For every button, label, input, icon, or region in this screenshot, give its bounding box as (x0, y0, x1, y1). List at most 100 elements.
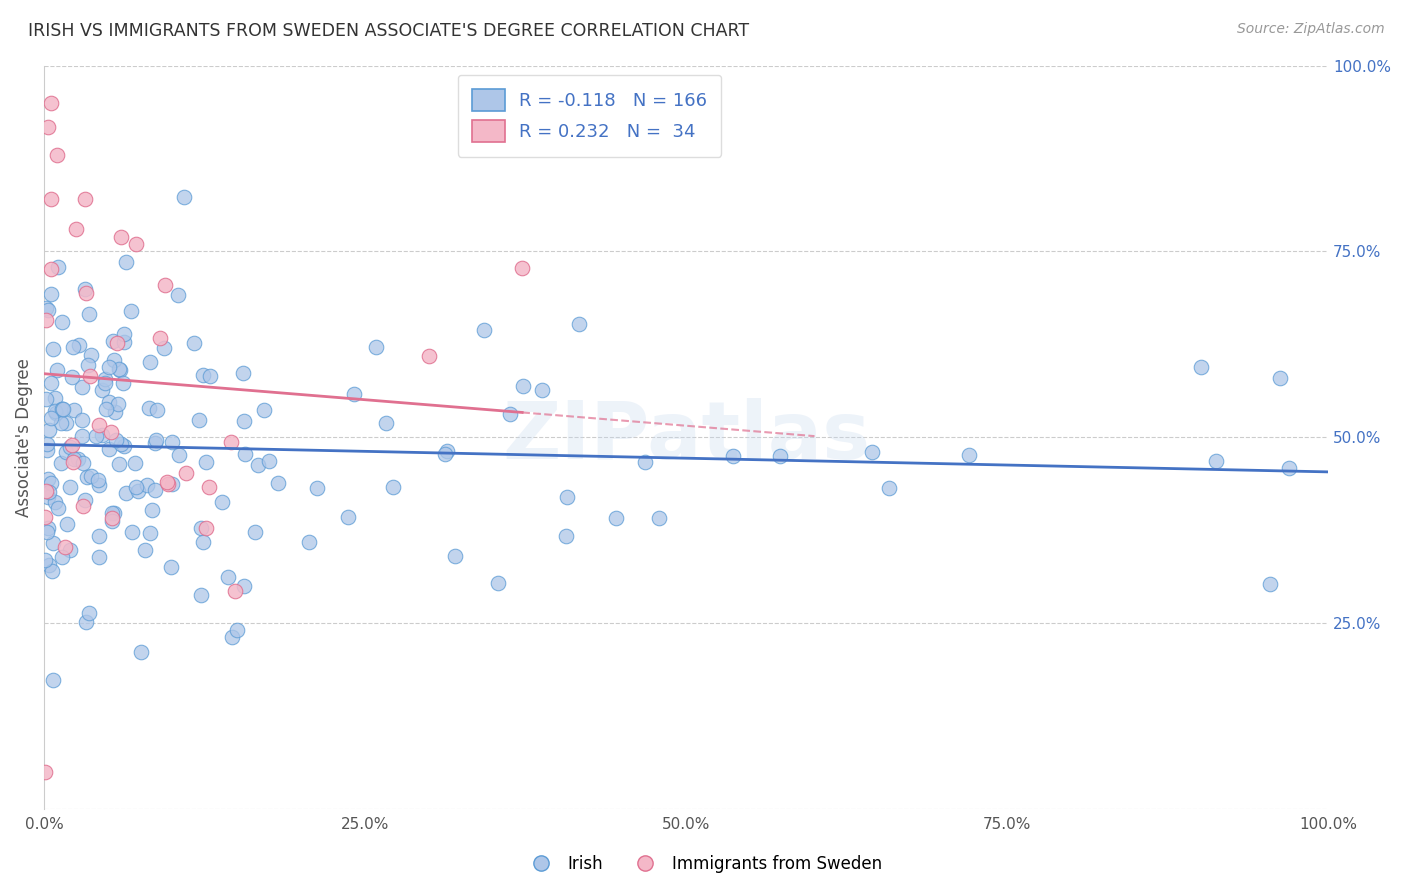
Point (62, 402, 84, 417)
Point (77, 359, 100, 373)
Point (554, 529, 576, 543)
Point (77, 607, 100, 621)
Point (336, 509, 359, 524)
Point (75, 286, 97, 301)
Point (39, 193, 62, 207)
Point (166, 287, 188, 301)
Point (62, 341, 84, 355)
Point (134, 543, 156, 558)
Point (141, 503, 163, 517)
Point (98, 442, 121, 457)
Point (374, 417, 396, 431)
Point (72, 379, 94, 393)
Point (35, 392, 58, 406)
Point (162, 477, 184, 491)
Point (44, 391, 66, 405)
Text: Source: ZipAtlas.com: Source: ZipAtlas.com (1237, 22, 1385, 37)
Point (499, 407, 522, 421)
Point (382, 479, 405, 493)
Point (105, 433, 128, 447)
Point (60, 370, 83, 384)
Point (233, 414, 256, 428)
Point (115, 486, 138, 500)
Point (110, 437, 132, 451)
Point (217, 570, 239, 584)
Point (101, 514, 124, 528)
Point (138, 355, 160, 369)
Point (38, 484, 60, 499)
Text: ZIPatlas: ZIPatlas (502, 399, 870, 476)
Point (127, 484, 149, 499)
Point (72, 499, 94, 513)
Point (90, 383, 112, 397)
Legend: Irish, Immigrants from Sweden: Irish, Immigrants from Sweden (517, 848, 889, 880)
Point (152, 341, 174, 355)
Point (105, 336, 128, 351)
Point (55, 417, 77, 431)
Point (364, 340, 387, 354)
Point (34, 510, 56, 524)
Point (59, 480, 82, 494)
Point (67, 338, 90, 352)
Point (37, 521, 59, 535)
Point (37, 490, 59, 504)
Point (37, 302, 59, 317)
Point (107, 397, 129, 411)
Point (93, 372, 115, 386)
Point (39, 95, 62, 110)
Point (155, 277, 177, 292)
Point (512, 378, 534, 392)
Point (87, 417, 110, 432)
Point (957, 448, 980, 462)
Point (434, 447, 457, 461)
Point (76, 470, 98, 484)
Point (63, 451, 86, 466)
Point (225, 624, 247, 638)
Point (343, 387, 366, 401)
Point (51, 550, 73, 565)
Point (103, 353, 125, 368)
Point (121, 524, 143, 539)
Point (143, 483, 166, 497)
Point (253, 403, 276, 417)
Point (75, 192, 97, 206)
Point (41, 564, 63, 578)
Point (145, 434, 167, 448)
Point (46, 363, 69, 377)
Point (219, 434, 242, 449)
Point (190, 520, 212, 534)
Point (75, 493, 97, 508)
Point (39, 261, 62, 276)
Point (84, 429, 107, 443)
Point (1205, 454, 1227, 468)
Point (232, 366, 254, 380)
Point (46, 148, 69, 162)
Point (87, 549, 110, 564)
Point (648, 510, 671, 524)
Point (42, 535, 65, 549)
Point (444, 549, 467, 563)
Point (100, 511, 122, 525)
Point (39, 376, 62, 390)
Point (55, 445, 77, 459)
Point (436, 443, 458, 458)
Point (418, 349, 440, 363)
Point (37, 120, 59, 135)
Point (257, 454, 280, 468)
Point (1260, 577, 1282, 591)
Point (768, 450, 790, 464)
Point (173, 190, 195, 204)
Point (243, 524, 266, 539)
Point (488, 575, 510, 590)
Point (183, 336, 205, 351)
Point (135, 478, 157, 492)
Point (70, 413, 93, 427)
Point (65, 222, 87, 236)
Point (80, 348, 103, 362)
Point (1189, 359, 1212, 374)
Point (211, 495, 233, 509)
Point (1278, 461, 1301, 475)
Point (233, 579, 256, 593)
Point (56, 517, 79, 532)
Point (145, 403, 167, 417)
